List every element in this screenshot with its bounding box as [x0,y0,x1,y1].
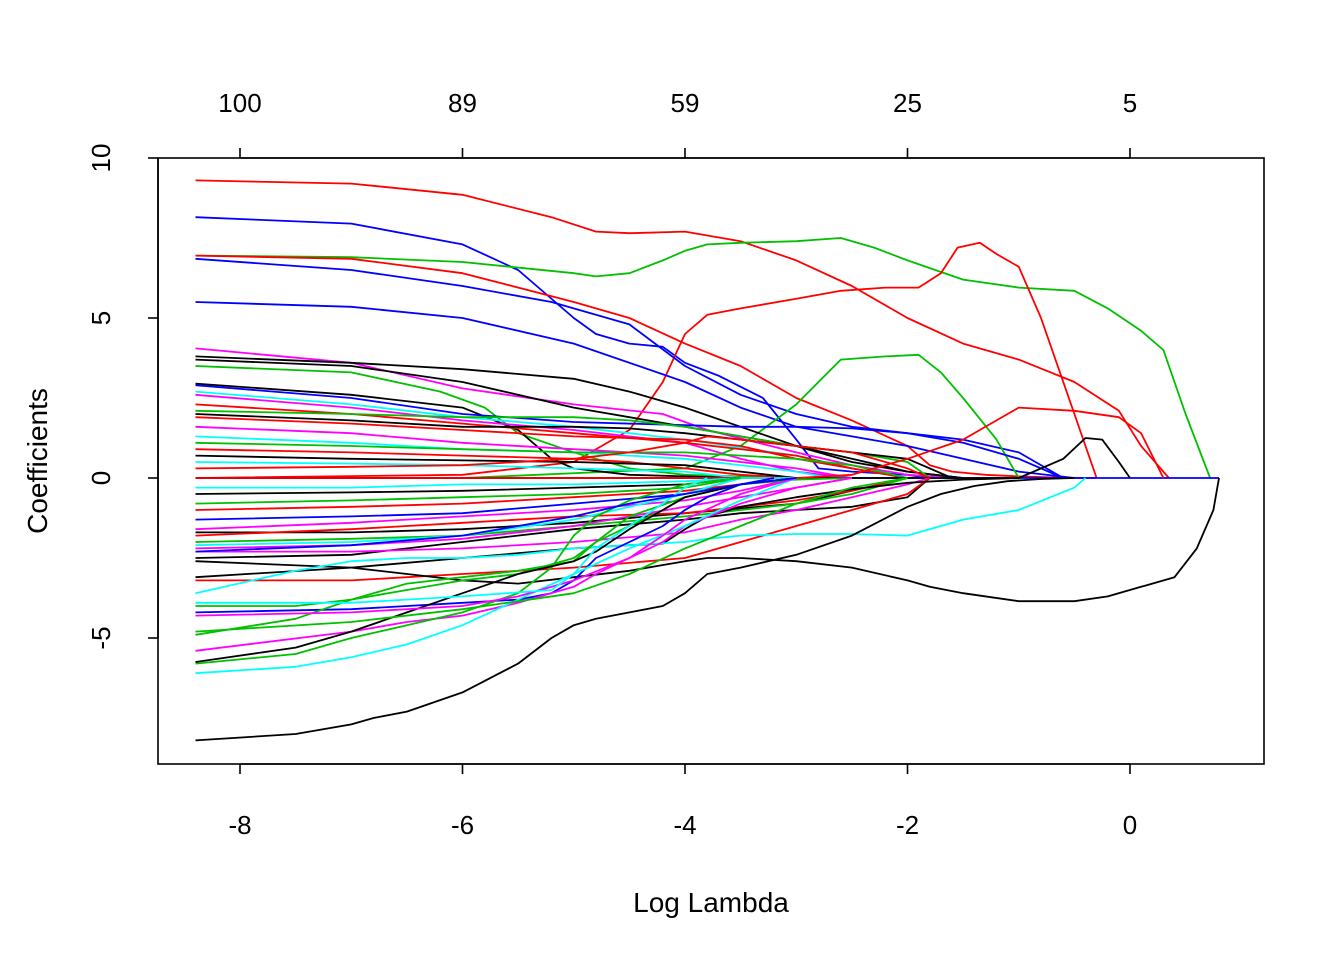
x-tick-label: -8 [228,810,251,840]
coefficient-line [195,237,1211,479]
coefficient-line [195,477,797,553]
coefficient-line [195,301,1075,479]
coefficient-line [195,179,1170,479]
coefficient-line [195,477,931,553]
coefficient-line [195,477,741,665]
coefficient-line [195,477,908,537]
x-tick-label: -4 [673,810,696,840]
top-tick-label: 100 [218,88,261,118]
coefficient-line [195,241,1098,479]
coefficient-line [195,347,964,479]
top-tick-label: 5 [1123,88,1137,118]
coefficient-line [195,477,931,582]
x-axis: -8 -6 -4 -2 0 [228,763,1137,840]
coefficient-line [195,448,797,479]
coefficient-line [195,477,797,531]
coefficient-line [195,477,797,663]
x-tick-label: 0 [1123,810,1137,840]
coefficient-line [195,477,1075,742]
coefficient-line [195,413,953,479]
y-tick-label: -5 [86,626,116,649]
coefficient-line [195,416,908,479]
coefficient-line [195,425,853,479]
top-tick-label: 89 [448,88,477,118]
coefficient-line [195,409,931,479]
coefficient-line [195,477,741,489]
coefficient-line [195,435,931,479]
coefficient-line [195,477,775,614]
y-axis: -5 0 5 10 [86,144,159,650]
x-tick-label: -2 [896,810,919,840]
coefficient-line [195,477,908,633]
coefficient-lines [195,179,1220,742]
coefficient-line [195,477,797,675]
coefficient-line [195,254,1097,479]
coefficient-line [195,355,964,479]
coefficient-line [195,477,741,505]
coefficient-line [195,441,908,479]
y-tick-label: 10 [86,144,116,173]
x-tick-label: -6 [451,810,474,840]
coefficient-line [195,477,908,543]
top-tick-label: 25 [893,88,922,118]
coefficient-line [195,477,797,617]
top-axis: 100 89 59 25 5 [218,88,1137,159]
coefficient-line [195,437,1131,479]
coefficient-line [195,384,1064,479]
y-tick-label: 0 [86,471,116,485]
y-tick-label: 5 [86,311,116,325]
y-axis-label: Coefficients [22,388,53,534]
coefficient-line [195,393,853,479]
coefficient-line [195,477,1220,603]
coefficient-line [195,216,930,479]
coefficient-line [195,477,853,652]
x-axis-label: Log Lambda [633,887,789,918]
coefficient-line [195,454,797,479]
coefficient-line [195,461,741,479]
top-tick-label: 59 [671,88,700,118]
